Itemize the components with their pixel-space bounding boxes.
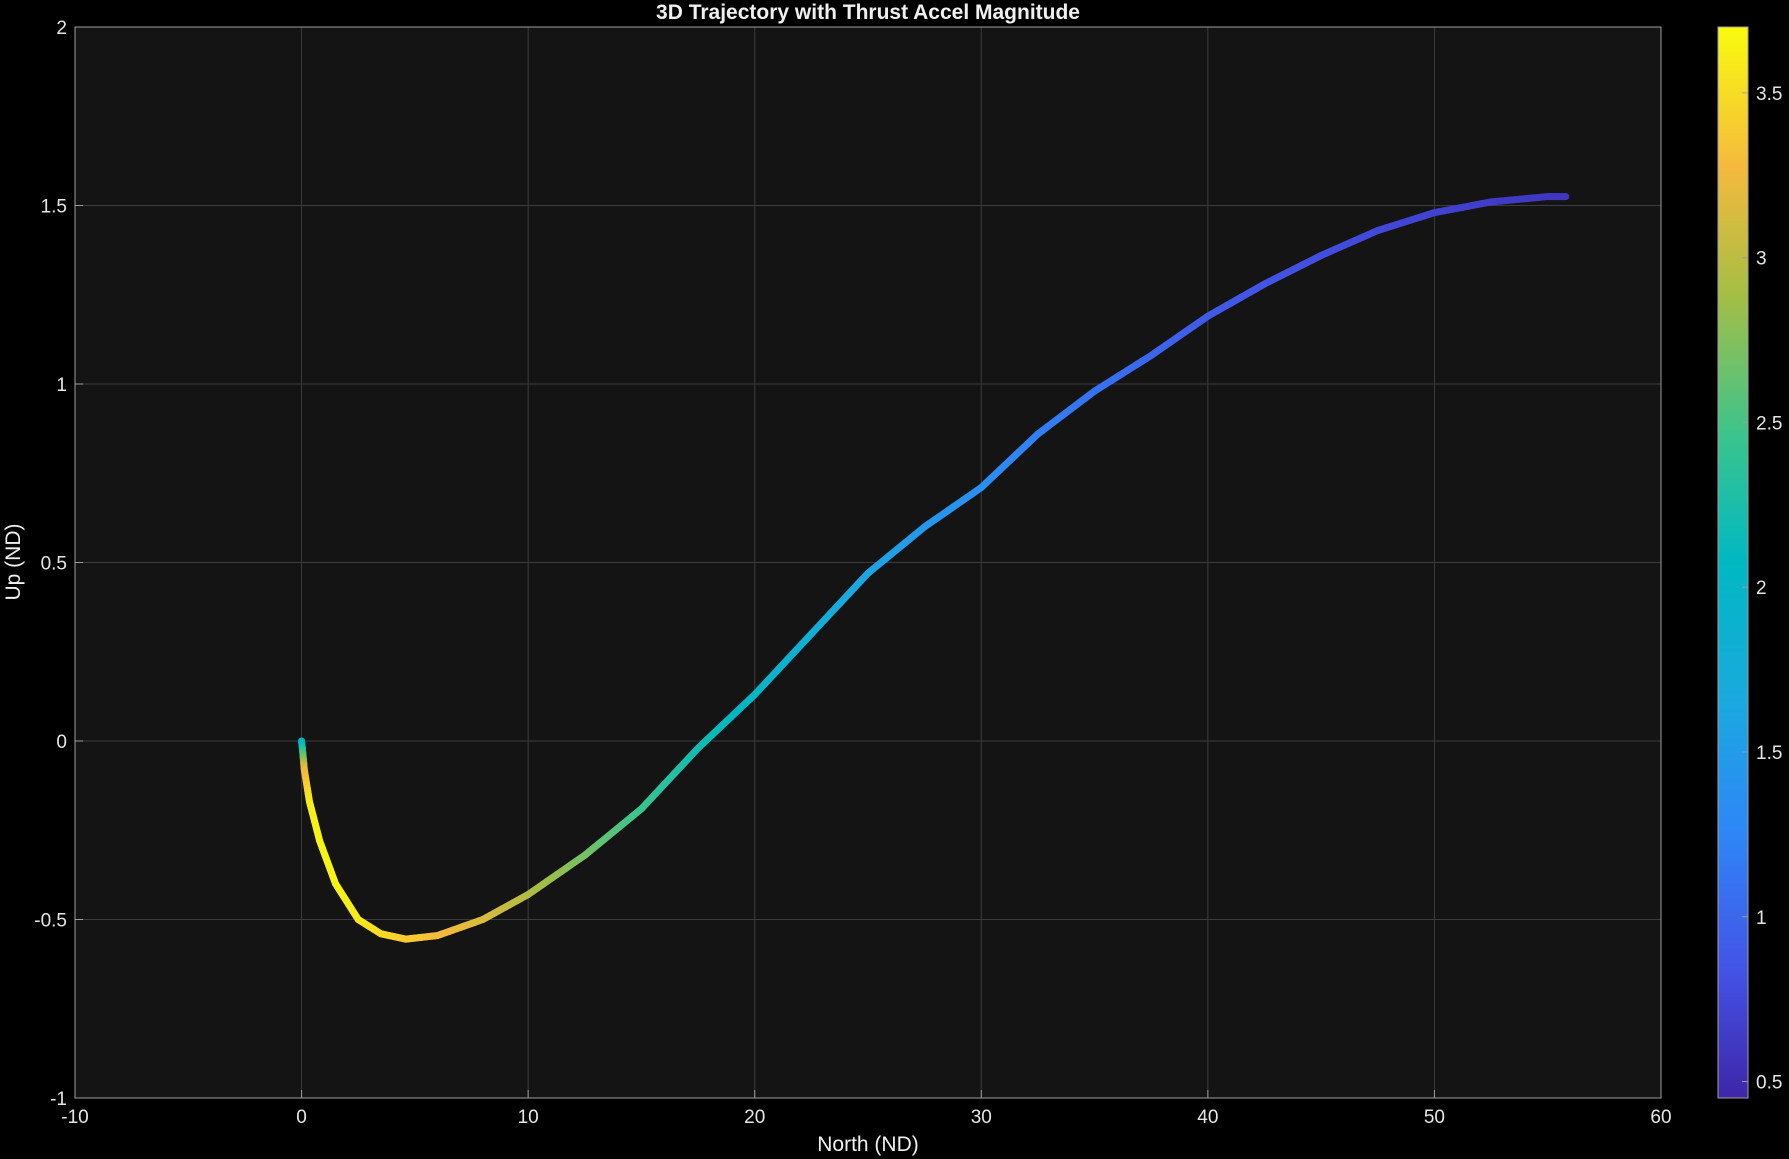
y-axis-ticks: -1 -0.5 0 0.5 1 1.5 2 xyxy=(34,18,83,1110)
x-tick-label: 60 xyxy=(1650,1107,1671,1128)
x-tick-label: 0 xyxy=(296,1107,307,1128)
colorbar-tick-label: 2 xyxy=(1756,578,1767,599)
colorbar-tick-label: 2.5 xyxy=(1756,413,1782,434)
x-tick-label: 10 xyxy=(518,1107,539,1128)
y-tick-label: 0 xyxy=(56,732,67,753)
x-tick-label: -10 xyxy=(61,1107,88,1128)
colorbar-tick-label: 1.5 xyxy=(1756,743,1782,764)
y-axis-label: Up (ND) xyxy=(2,524,25,601)
x-tick-label: 40 xyxy=(1197,1107,1218,1128)
y-tick-label: 1.5 xyxy=(41,197,67,218)
x-tick-label: 30 xyxy=(971,1107,992,1128)
colorbar-tick-label: 3 xyxy=(1756,249,1767,270)
x-axis-ticks: -10 0 10 20 30 40 50 60 xyxy=(61,1090,1672,1128)
y-tick-label: -1 xyxy=(50,1089,67,1110)
colorbar-ticks: 0.5 1 1.5 2 2.5 3 3.5 xyxy=(1742,84,1782,1094)
trajectory-series xyxy=(298,193,1570,943)
x-tick-label: 20 xyxy=(744,1107,765,1128)
x-axis-label: North (ND) xyxy=(817,1133,919,1156)
x-tick-label: 50 xyxy=(1424,1107,1445,1128)
colorbar-tick-label: 3.5 xyxy=(1756,84,1782,105)
y-tick-label: 1 xyxy=(56,375,67,396)
y-tick-label: 0.5 xyxy=(41,554,67,575)
colorbar-tick-label: 1 xyxy=(1756,908,1767,929)
chart-title: 3D Trajectory with Thrust Accel Magnitud… xyxy=(656,1,1080,24)
y-tick-label: 2 xyxy=(56,18,67,39)
colorbar xyxy=(1717,26,1749,1099)
colorbar-tick-label: 0.5 xyxy=(1756,1073,1782,1094)
y-tick-label: -0.5 xyxy=(34,911,67,932)
